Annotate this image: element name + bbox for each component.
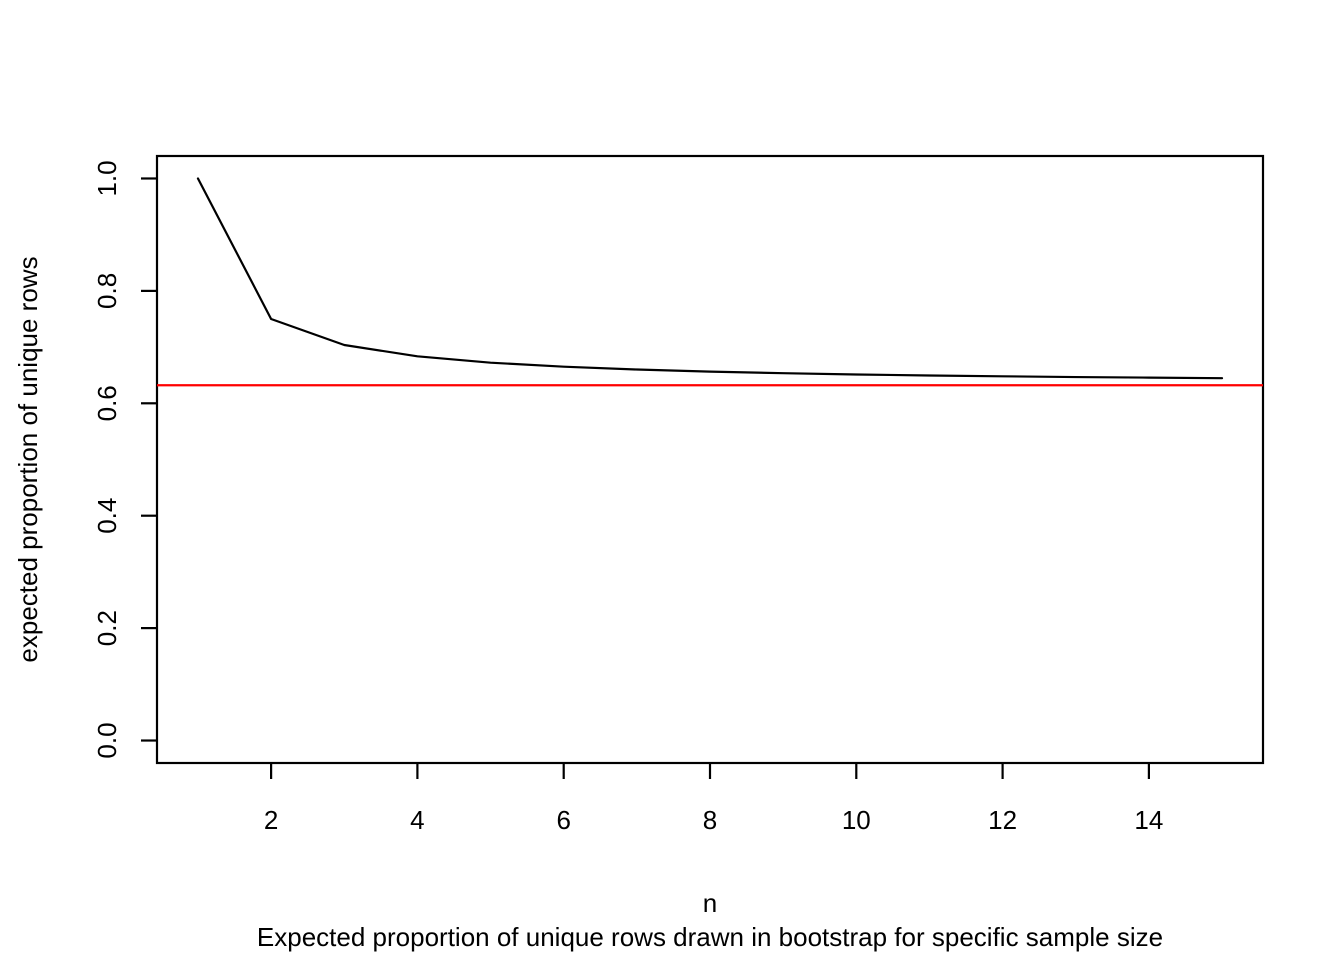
x-axis-tick-label: 2 [264, 805, 278, 835]
x-axis-tick-label: 10 [842, 805, 871, 835]
plot-box [155, 154, 1265, 765]
x-axis-tick-label: 8 [703, 805, 717, 835]
y-axis-tick-label: 0.2 [92, 610, 122, 646]
chart-subtitle: Expected proportion of unique rows drawn… [257, 922, 1163, 952]
series-line [196, 177, 1224, 380]
x-axis-tick-label: 12 [988, 805, 1017, 835]
y-axis-tick-label: 0.8 [92, 273, 122, 309]
x-axis-tick-label: 6 [556, 805, 570, 835]
y-axis-title: expected proportion of unique rows [13, 256, 43, 662]
y-axis-tick-label: 0.0 [92, 722, 122, 758]
y-axis-tick-label: 0.6 [92, 385, 122, 421]
x-axis-title: n [703, 888, 717, 918]
y-axis-tick-label: 1.0 [92, 160, 122, 196]
y-axis-tick-label: 0.4 [92, 498, 122, 534]
x-axis-tick-label: 14 [1134, 805, 1163, 835]
x-axis-tick-label: 4 [410, 805, 424, 835]
